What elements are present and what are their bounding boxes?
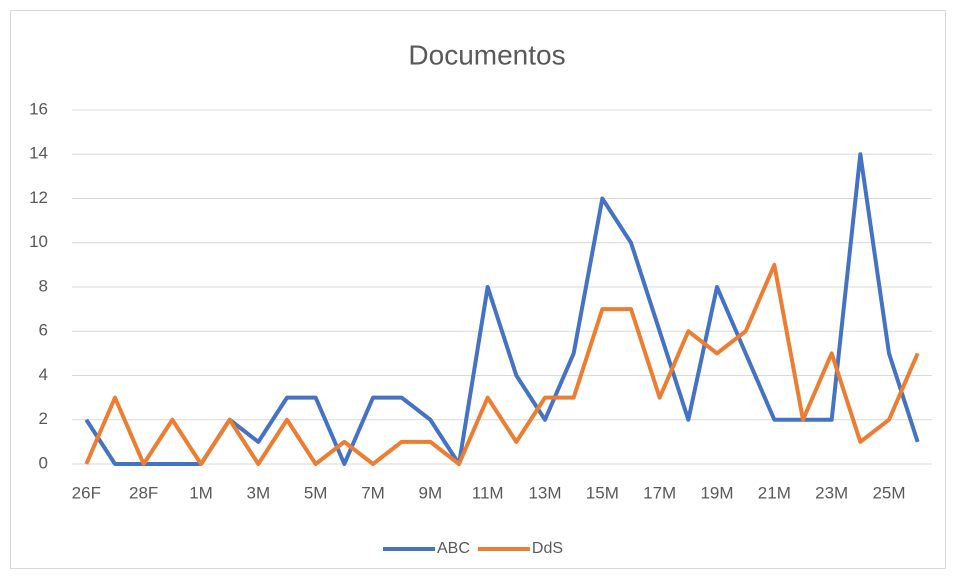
y-tick-label: 4 [39,365,48,384]
x-tick-label: 7M [361,483,385,502]
x-tick-label: 13M [528,483,561,502]
x-tick-label: 5M [304,483,328,502]
legend-label: ABC [437,540,470,557]
x-tick-label: 1M [189,483,213,502]
chart-border [10,10,946,569]
x-tick-label: 23M [815,483,848,502]
x-tick-label: 21M [758,483,791,502]
y-tick-label: 2 [39,409,48,428]
y-tick-label: 10 [29,232,48,251]
legend-label: DdS [532,540,563,557]
series-line [84,262,920,466]
x-tick-label: 15M [586,483,619,502]
y-tick-label: 12 [29,188,48,207]
y-tick-label: 6 [39,321,48,340]
x-tick-label: 11M [472,483,504,502]
chart-title: Documentos [408,39,565,70]
y-tick-label: 0 [39,453,48,472]
x-tick-label: 25M [872,483,905,502]
y-tick-label: 16 [29,99,48,118]
y-tick-label: 14 [29,144,48,163]
y-tick-label: 8 [39,276,48,295]
x-tick-label: 9M [419,483,443,502]
x-tick-label: 28F [129,483,158,502]
x-tick-label: 17M [643,483,676,502]
x-tick-label: 19M [700,483,733,502]
x-tick-label: 3M [247,483,271,502]
x-tick-label: 26F [72,483,101,502]
